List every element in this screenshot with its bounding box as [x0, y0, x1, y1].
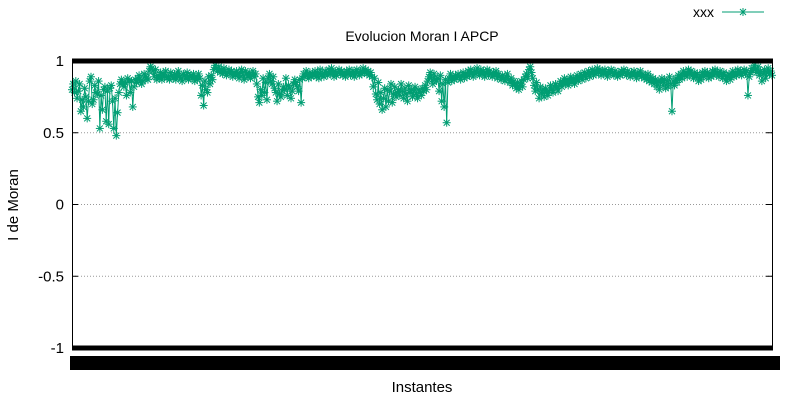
data-point [421, 85, 431, 95]
chart-title: Evolucion Moran I APCP [345, 28, 498, 44]
data-point [80, 83, 90, 93]
data-point [262, 95, 272, 105]
legend-series-label: xxx [693, 4, 714, 20]
data-point [373, 78, 383, 88]
data-point [439, 102, 449, 112]
y-axis-ticks: -1 -0.5 0 0.5 1 [38, 53, 772, 357]
x-tick-label-band [70, 356, 780, 370]
series-layer [67, 60, 777, 141]
data-point [294, 86, 304, 96]
data-point [281, 73, 291, 83]
data-point [371, 89, 381, 99]
data-point [286, 93, 296, 103]
legend-series-marker [738, 7, 748, 17]
data-point [296, 98, 306, 108]
data-point [94, 76, 104, 86]
data-point [667, 106, 677, 116]
data-point [525, 62, 535, 72]
data-point [202, 88, 212, 98]
data-point [134, 70, 144, 80]
data-point [387, 98, 397, 108]
data-point [86, 72, 96, 82]
data-point [518, 82, 528, 92]
data-point [82, 113, 92, 123]
y-tick-label: 0 [56, 197, 64, 214]
data-point [125, 88, 135, 98]
data-point [72, 93, 82, 103]
data-point [110, 93, 120, 103]
legend: xxx [693, 4, 764, 20]
y-tick-label: 0.5 [43, 125, 64, 142]
data-point [268, 72, 278, 82]
data-point [104, 119, 114, 129]
data-point [743, 90, 753, 100]
data-point [128, 102, 138, 112]
data-point [111, 131, 121, 141]
data-point [368, 82, 378, 92]
data-point [113, 108, 123, 118]
data-point [251, 69, 261, 79]
data-point [89, 95, 99, 105]
data-point [276, 92, 286, 102]
data-point [75, 79, 85, 89]
data-point [442, 118, 452, 128]
data-point [106, 80, 116, 90]
data-point [259, 88, 269, 98]
data-point [252, 79, 262, 89]
data-point [208, 75, 218, 85]
data-point [526, 67, 536, 77]
data-point [434, 86, 444, 96]
y-tick-label: -0.5 [38, 268, 64, 285]
grid-lines [72, 132, 772, 277]
y-axis-label: I de Moran [5, 169, 22, 241]
data-point [435, 70, 445, 80]
y-tick-label: -1 [51, 340, 64, 357]
x-axis-label: Instantes [392, 379, 453, 396]
x-axis-ticks [70, 356, 780, 370]
data-point [402, 96, 412, 106]
y-tick-label: 1 [56, 53, 64, 70]
data-point [109, 123, 119, 133]
data-point [97, 105, 107, 115]
data-point [95, 123, 105, 133]
data-point [254, 98, 264, 108]
data-point [199, 100, 209, 110]
